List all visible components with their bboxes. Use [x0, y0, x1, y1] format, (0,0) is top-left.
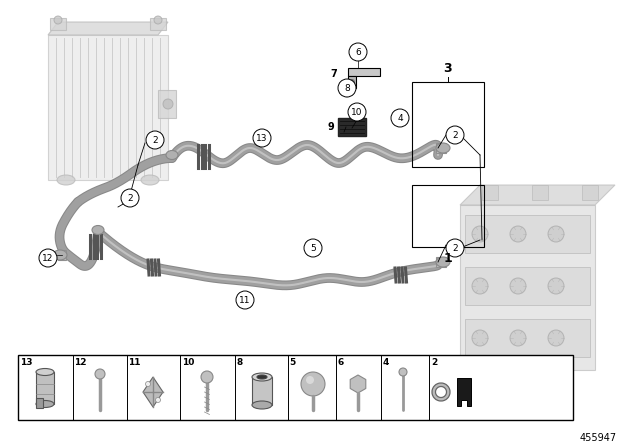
Bar — [36, 372, 54, 404]
Circle shape — [338, 79, 356, 97]
Bar — [465, 215, 590, 253]
FancyBboxPatch shape — [460, 205, 595, 370]
Bar — [252, 377, 272, 405]
Circle shape — [548, 278, 564, 294]
Ellipse shape — [36, 369, 54, 375]
Circle shape — [39, 249, 57, 267]
Bar — [465, 319, 590, 357]
Text: 2: 2 — [452, 131, 458, 140]
Circle shape — [472, 330, 488, 346]
Ellipse shape — [92, 225, 104, 234]
Circle shape — [399, 368, 407, 376]
Bar — [412, 82, 484, 167]
Circle shape — [154, 16, 162, 24]
Circle shape — [548, 330, 564, 346]
Circle shape — [146, 131, 164, 149]
Polygon shape — [457, 378, 471, 406]
Circle shape — [510, 278, 526, 294]
Circle shape — [253, 129, 271, 147]
Text: 8: 8 — [237, 358, 243, 367]
Ellipse shape — [36, 401, 54, 408]
Circle shape — [95, 369, 105, 379]
Circle shape — [121, 189, 139, 207]
Circle shape — [304, 239, 322, 257]
Bar — [18, 355, 573, 420]
Circle shape — [201, 371, 213, 383]
Circle shape — [510, 330, 526, 346]
Text: 4: 4 — [397, 114, 403, 123]
Text: 7: 7 — [330, 69, 337, 79]
Ellipse shape — [166, 151, 178, 159]
Text: 1: 1 — [444, 252, 452, 265]
Text: 3: 3 — [444, 62, 452, 75]
Ellipse shape — [252, 373, 272, 381]
Bar — [338, 118, 366, 136]
Bar — [465, 267, 590, 305]
Bar — [412, 185, 484, 247]
FancyBboxPatch shape — [48, 35, 168, 180]
Text: 6: 6 — [337, 358, 344, 367]
Text: 13: 13 — [256, 134, 268, 143]
Ellipse shape — [436, 143, 450, 153]
Ellipse shape — [141, 175, 159, 185]
Text: 4: 4 — [383, 358, 389, 367]
Circle shape — [446, 126, 464, 144]
Circle shape — [301, 372, 325, 396]
Circle shape — [446, 239, 464, 257]
Text: 6: 6 — [355, 48, 361, 57]
Bar — [36, 398, 43, 408]
Circle shape — [156, 397, 161, 402]
Bar — [436, 257, 446, 267]
Bar — [482, 185, 498, 200]
Ellipse shape — [252, 401, 272, 409]
Text: 9: 9 — [327, 122, 334, 132]
Text: 10: 10 — [351, 108, 363, 117]
Circle shape — [472, 226, 488, 242]
Bar — [158, 90, 176, 118]
Ellipse shape — [257, 375, 267, 379]
Text: 2: 2 — [152, 136, 158, 145]
Circle shape — [236, 291, 254, 309]
Circle shape — [348, 103, 366, 121]
Bar — [348, 68, 380, 76]
Text: 8: 8 — [344, 84, 350, 93]
Bar — [150, 18, 166, 30]
Polygon shape — [48, 22, 168, 35]
Bar — [582, 185, 598, 200]
Ellipse shape — [57, 175, 75, 185]
Text: 12: 12 — [42, 254, 54, 263]
Polygon shape — [460, 185, 615, 205]
Circle shape — [349, 43, 367, 61]
Circle shape — [349, 79, 355, 85]
Bar — [58, 250, 66, 260]
Bar — [532, 185, 548, 200]
Circle shape — [54, 16, 62, 24]
Ellipse shape — [436, 257, 450, 267]
Text: 11: 11 — [129, 358, 141, 367]
Text: 12: 12 — [74, 358, 87, 367]
Text: 13: 13 — [20, 358, 33, 367]
Circle shape — [472, 278, 488, 294]
Bar — [436, 143, 446, 153]
Circle shape — [163, 99, 173, 109]
Circle shape — [510, 226, 526, 242]
Bar — [348, 76, 356, 88]
Circle shape — [548, 226, 564, 242]
Bar — [50, 18, 66, 30]
Text: 5: 5 — [310, 244, 316, 253]
Circle shape — [391, 109, 409, 127]
Circle shape — [306, 376, 314, 384]
Text: 2: 2 — [431, 358, 437, 367]
Text: 455947: 455947 — [580, 433, 617, 443]
Text: 11: 11 — [239, 296, 251, 305]
Circle shape — [145, 382, 150, 387]
Text: 2: 2 — [452, 244, 458, 253]
Text: 10: 10 — [182, 358, 195, 367]
Text: 2: 2 — [127, 194, 133, 203]
Polygon shape — [350, 375, 366, 393]
Polygon shape — [143, 377, 163, 407]
Ellipse shape — [53, 250, 67, 260]
Text: 5: 5 — [289, 358, 296, 367]
